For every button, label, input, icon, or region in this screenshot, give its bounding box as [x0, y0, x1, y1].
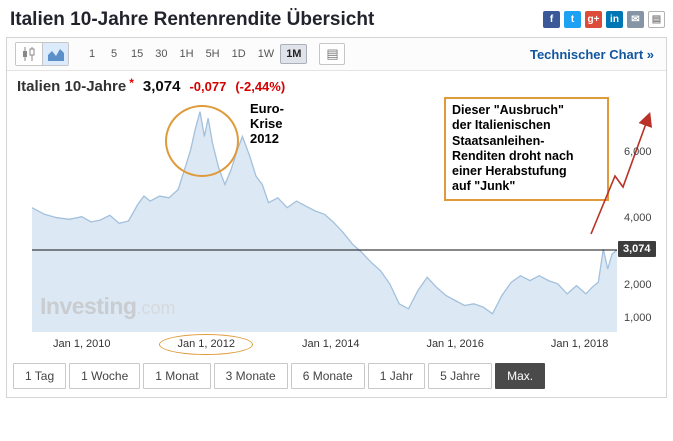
x-axis-label: Jan 1, 2016: [426, 338, 484, 350]
time-range-buttons: 1 Tag 1 Woche 1 Monat 3 Monate 6 Monate 1 Jah…: [7, 356, 666, 397]
range-6-monate[interactable]: 6 Monate: [290, 363, 365, 389]
interval-5[interactable]: 5: [110, 48, 118, 60]
price-change-percent: (-2,44%): [235, 79, 286, 94]
twitter-icon[interactable]: t: [564, 11, 581, 28]
email-icon[interactable]: ✉: [627, 11, 644, 28]
date-ellipse-annotation: [159, 334, 254, 355]
area-chart-icon[interactable]: [42, 43, 68, 65]
quote-row: Italien 10-Jahre * 3,074 -0,077 (-2,44%): [7, 71, 666, 98]
range-max[interactable]: Max.: [495, 363, 546, 389]
candlestick-chart-icon[interactable]: [16, 43, 42, 65]
x-axis-label: Jan 1, 2018: [550, 338, 609, 350]
junk-downgrade-callout: Dieser "Ausbruch" der Italienischen Staa…: [444, 97, 609, 201]
facebook-icon[interactable]: f: [543, 11, 560, 28]
page-title: Italien 10-Jahre Rentenrendite Übersicht: [10, 9, 375, 30]
range-1-tag[interactable]: 1 Tag: [13, 363, 67, 389]
chart-type-switcher: [15, 42, 69, 66]
range-5-jahre[interactable]: 5 Jahre: [428, 363, 493, 389]
chart-settings-icon[interactable]: ▤: [319, 43, 346, 65]
y-axis-label: 2,000: [624, 278, 652, 291]
chart-area: Investing.com Euro- Krise 2012 Dieser "A…: [7, 97, 666, 332]
chart-toolbar: 1 5 15 30 1H 5H 1D 1W 1M ▤ Technischer Chart »: [7, 38, 666, 71]
linkedin-icon[interactable]: in: [606, 11, 623, 28]
x-axis-label: Jan 1, 2012: [177, 338, 236, 350]
print-icon[interactable]: ▤: [648, 11, 665, 28]
range-1-jahr[interactable]: 1 Jahr: [367, 363, 426, 389]
header: Italien 10-Jahre Rentenrendite Übersicht…: [0, 0, 673, 37]
interval-30[interactable]: 30: [155, 48, 168, 60]
range-3-monate[interactable]: 3 Monate: [213, 363, 288, 389]
interval-1d[interactable]: 1D: [231, 48, 246, 60]
range-1-monat[interactable]: 1 Monat: [143, 363, 211, 389]
y-axis-label: 4,000: [624, 212, 652, 225]
technical-chart-link[interactable]: Technischer Chart »: [529, 46, 654, 62]
interval-1h[interactable]: 1H: [179, 48, 194, 60]
price-area-chart[interactable]: [32, 100, 617, 332]
x-axis-label: Jan 1, 2014: [301, 338, 360, 350]
x-axis: Jan 1, 2010 Jan 1, 2012 Jan 1, 2014 Jan 1, …: [7, 332, 666, 356]
current-price-badge: 3,074: [618, 241, 656, 257]
interval-1[interactable]: 1: [88, 48, 96, 60]
investing-watermark: Investing.com: [40, 293, 176, 319]
last-price: 3,074: [142, 78, 181, 95]
y-axis-label: 1,000: [624, 311, 652, 324]
interval-1m[interactable]: 1M: [280, 44, 308, 64]
price-change: -0,077: [189, 79, 227, 94]
instrument-flag: *: [129, 76, 134, 90]
range-1-woche[interactable]: 1 Woche: [69, 363, 141, 389]
euro-crisis-ellipse-annotation: [165, 105, 239, 177]
chart-widget: 1 5 15 30 1H 5H 1D 1W 1M ▤ Technischer Chart » I…: [6, 37, 667, 398]
instrument-name: Italien 10-Jahre: [17, 78, 127, 95]
googleplus-icon[interactable]: g+: [585, 11, 602, 28]
y-axis-label: 6,000: [624, 146, 652, 159]
social-share-bar: f t g+ in ✉ ▤: [543, 9, 665, 28]
euro-crisis-label: Euro- Krise 2012: [250, 101, 284, 146]
interval-1w[interactable]: 1W: [257, 48, 275, 60]
interval-15[interactable]: 15: [131, 48, 144, 60]
interval-buttons: 1 5 15 30 1H 5H 1D 1W 1M: [81, 44, 308, 64]
interval-5h[interactable]: 5H: [205, 48, 220, 60]
x-axis-label: Jan 1, 2010: [53, 338, 111, 350]
